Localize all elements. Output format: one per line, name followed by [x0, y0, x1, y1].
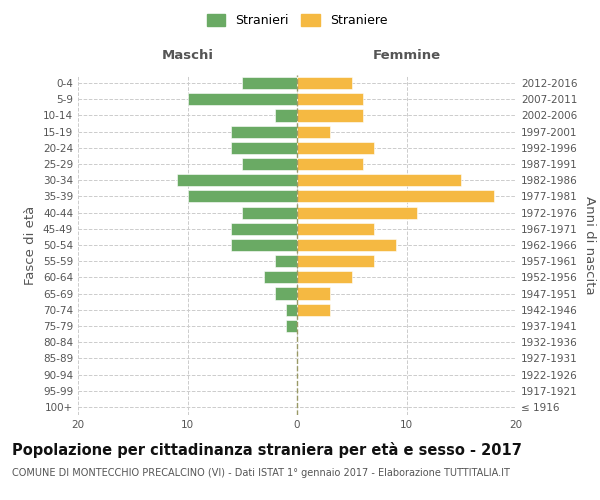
Bar [297, 222, 374, 235]
Bar [297, 142, 374, 154]
Bar [275, 288, 297, 300]
Bar [286, 320, 297, 332]
Bar [232, 222, 297, 235]
Bar [297, 158, 363, 170]
Bar [297, 206, 418, 218]
Text: Femmine: Femmine [373, 49, 440, 62]
Bar [297, 304, 330, 316]
Bar [275, 110, 297, 122]
Bar [297, 126, 330, 138]
Bar [232, 126, 297, 138]
Bar [297, 190, 494, 202]
Bar [297, 110, 363, 122]
Bar [297, 93, 363, 106]
Text: Maschi: Maschi [161, 49, 214, 62]
Bar [232, 142, 297, 154]
Bar [297, 174, 461, 186]
Legend: Stranieri, Straniere: Stranieri, Straniere [203, 10, 391, 30]
Bar [297, 255, 374, 268]
Y-axis label: Fasce di età: Fasce di età [25, 206, 37, 284]
Bar [297, 239, 395, 251]
Bar [242, 77, 297, 89]
Text: Popolazione per cittadinanza straniera per età e sesso - 2017: Popolazione per cittadinanza straniera p… [12, 442, 522, 458]
Bar [188, 190, 297, 202]
Bar [188, 93, 297, 106]
Text: COMUNE DI MONTECCHIO PRECALCINO (VI) - Dati ISTAT 1° gennaio 2017 - Elaborazione: COMUNE DI MONTECCHIO PRECALCINO (VI) - D… [12, 468, 510, 477]
Bar [275, 255, 297, 268]
Bar [297, 77, 352, 89]
Bar [242, 158, 297, 170]
Bar [264, 272, 297, 283]
Y-axis label: Anni di nascita: Anni di nascita [583, 196, 596, 294]
Bar [297, 272, 352, 283]
Bar [242, 206, 297, 218]
Bar [297, 288, 330, 300]
Bar [232, 239, 297, 251]
Bar [176, 174, 297, 186]
Bar [286, 304, 297, 316]
